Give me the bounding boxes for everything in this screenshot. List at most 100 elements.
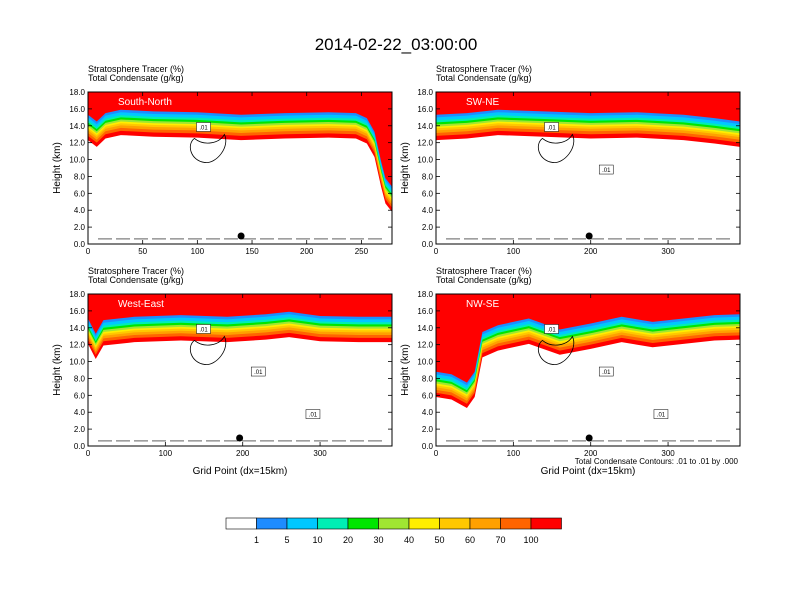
colorbar-label: 5 xyxy=(284,535,289,545)
y-tick-label: 10.0 xyxy=(69,156,85,165)
x-tick-label: 0 xyxy=(86,247,91,256)
plot-area xyxy=(436,92,740,244)
panel-title-line1: Stratosphere Tracer (%) xyxy=(436,64,532,74)
panel-label: NW-SE xyxy=(466,299,499,310)
y-tick-label: 14.0 xyxy=(417,324,433,333)
colorbar-swatch xyxy=(225,517,257,530)
y-tick-label: 2.0 xyxy=(422,425,434,434)
colorbar-label: 1 xyxy=(254,535,259,545)
panel-title-line1: Stratosphere Tracer (%) xyxy=(88,266,184,276)
colorbar-label: 50 xyxy=(434,535,444,545)
x-tick-label: 200 xyxy=(584,247,598,256)
x-axis-label: Grid Point (dx=15km) xyxy=(193,466,288,477)
footnote: Total Condensate Contours: .01 to .01 by… xyxy=(575,457,739,466)
panel-title-line2: Total Condensate (g/kg) xyxy=(88,73,184,83)
colorbar-label: 100 xyxy=(523,535,538,545)
y-tick-label: 0.0 xyxy=(74,240,86,249)
y-tick-label: 2.0 xyxy=(422,223,434,232)
panel-title-line1: Stratosphere Tracer (%) xyxy=(88,64,184,74)
y-tick-label: 10.0 xyxy=(69,358,85,367)
y-tick-label: 14.0 xyxy=(69,324,85,333)
panel-title-line2: Total Condensate (g/kg) xyxy=(436,73,532,83)
x-tick-label: 300 xyxy=(661,449,675,458)
contour-label: .01 xyxy=(199,327,208,333)
contour-label: .01 xyxy=(602,168,611,174)
tracer-core xyxy=(436,294,740,383)
chart-panel-3: Stratosphere Tracer (%)Total Condensate … xyxy=(52,266,393,477)
y-tick-label: 16.0 xyxy=(417,307,433,316)
y-tick-label: 2.0 xyxy=(74,425,86,434)
tracer-band xyxy=(88,92,392,193)
chart-panel-4: Stratosphere Tracer (%) Total Condensate … xyxy=(400,266,741,477)
colorbar-swatch xyxy=(286,517,318,530)
plot-area xyxy=(436,294,740,446)
y-tick-label: 16.0 xyxy=(69,105,85,114)
colorbar-swatch xyxy=(530,517,562,530)
y-tick-label: 10.0 xyxy=(417,156,433,165)
y-tick-label: 0.0 xyxy=(74,442,86,451)
panel-label: West-East xyxy=(118,299,164,310)
y-tick-label: 4.0 xyxy=(422,408,434,417)
colorbar-label: 70 xyxy=(495,535,505,545)
y-tick-label: 6.0 xyxy=(422,189,434,198)
y-tick-label: 8.0 xyxy=(74,374,86,383)
y-tick-label: 6.0 xyxy=(74,391,86,400)
location-marker xyxy=(585,434,593,442)
y-tick-label: 8.0 xyxy=(74,172,86,181)
y-tick-label: 2.0 xyxy=(74,223,86,232)
y-tick-label: 18.0 xyxy=(417,290,433,299)
panel-label: SW-NE xyxy=(466,97,499,108)
contour-label-box xyxy=(598,366,614,377)
colorbar-swatch xyxy=(439,517,471,530)
colorbar-label: 10 xyxy=(312,535,322,545)
colorbar-label: 30 xyxy=(373,535,383,545)
x-tick-label: 100 xyxy=(507,247,521,256)
colorbar-swatch xyxy=(378,517,410,530)
panel-label: South-North xyxy=(118,97,172,108)
colorbar-swatch xyxy=(500,517,532,530)
plot-area xyxy=(88,294,392,446)
condensate-contour xyxy=(537,335,575,365)
x-tick-label: 150 xyxy=(245,247,259,256)
y-tick-label: 6.0 xyxy=(422,391,434,400)
y-tick-label: 6.0 xyxy=(74,189,86,198)
panel-title-line2: Total Condensate (g/kg) xyxy=(88,275,184,285)
x-tick-label: 200 xyxy=(236,449,250,458)
contour-label: .01 xyxy=(309,413,318,419)
x-tick-label: 300 xyxy=(661,247,675,256)
x-tick-label: 0 xyxy=(86,449,91,458)
plot-frame xyxy=(87,293,393,447)
condensate-contour xyxy=(189,133,227,163)
plot-frame xyxy=(435,91,741,245)
panel-title-line1: Stratosphere Tracer (%) xyxy=(436,266,532,276)
contour-label: .01 xyxy=(254,370,263,376)
colorbar-swatch xyxy=(469,517,501,530)
y-axis-label: Height (km) xyxy=(52,344,63,396)
y-tick-label: 18.0 xyxy=(69,88,85,97)
contour-label-box xyxy=(196,122,211,132)
y-axis-label: Height (km) xyxy=(52,142,63,194)
condensate-contour xyxy=(189,335,227,365)
y-tick-label: 8.0 xyxy=(422,172,434,181)
x-tick-label: 50 xyxy=(138,247,147,256)
y-tick-label: 0.0 xyxy=(422,442,434,451)
contour-label-box xyxy=(305,409,321,419)
x-tick-label: 100 xyxy=(159,449,173,458)
plot-frame xyxy=(435,293,741,447)
y-tick-label: 14.0 xyxy=(69,122,85,131)
y-tick-label: 12.0 xyxy=(69,341,85,350)
y-tick-label: 16.0 xyxy=(417,105,433,114)
y-tick-label: 18.0 xyxy=(69,290,85,299)
contour-label-box xyxy=(196,324,211,334)
location-marker xyxy=(585,232,593,240)
panels: Stratosphere Tracer (%)Total Condensate … xyxy=(52,64,741,477)
x-tick-label: 300 xyxy=(313,449,327,458)
chart-panel-2: Stratosphere Tracer (%)Total Condensate … xyxy=(400,64,741,256)
y-tick-label: 0.0 xyxy=(422,240,434,249)
colorbar: 1 5 10 20 30 40 50 60 70 100 xyxy=(225,517,562,545)
x-tick-label: 200 xyxy=(300,247,314,256)
y-tick-label: 14.0 xyxy=(417,122,433,131)
colorbar-swatch xyxy=(408,517,440,530)
chart-panel-1: Stratosphere Tracer (%)Total Condensate … xyxy=(52,64,393,256)
contour-label-box xyxy=(598,164,614,175)
